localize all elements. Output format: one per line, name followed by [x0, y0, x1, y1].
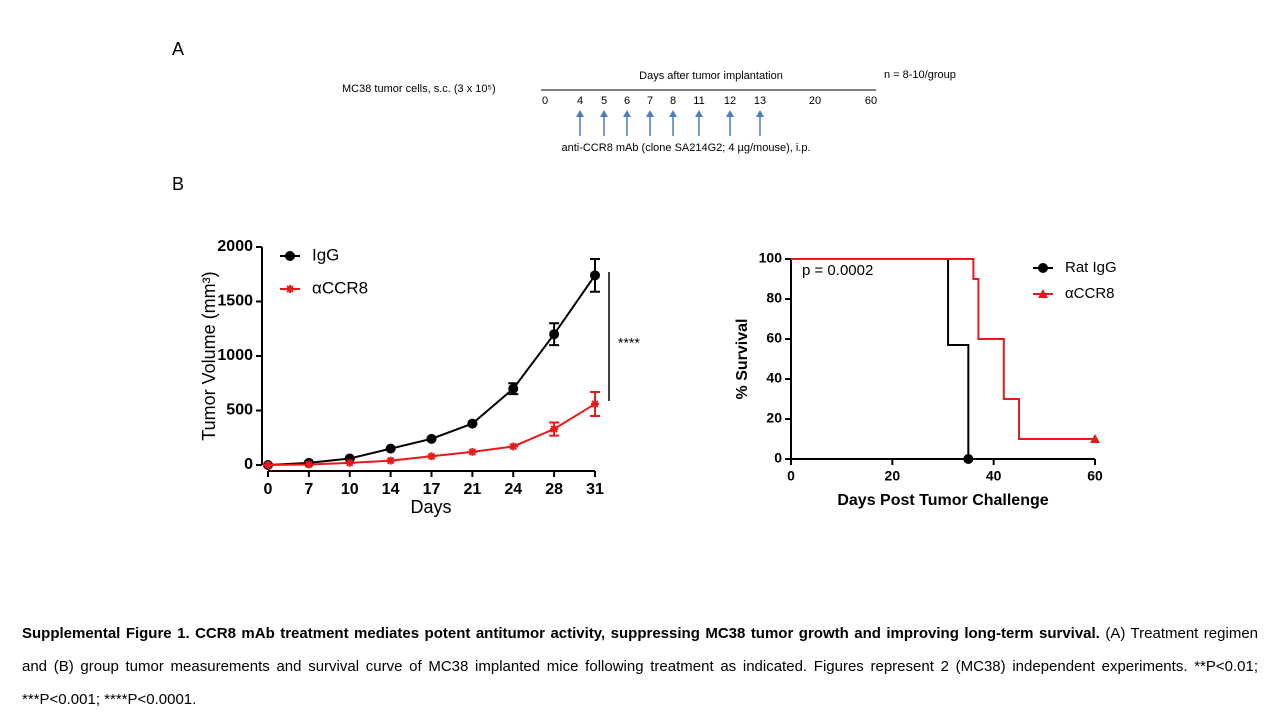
data-point — [345, 458, 354, 467]
y-tick-label: 0 — [244, 456, 253, 473]
y-tick-label: 1000 — [217, 347, 253, 364]
data-point — [426, 433, 437, 444]
x-tick-label: 24 — [504, 481, 522, 498]
x-tick-label: 28 — [545, 481, 563, 498]
series-line — [791, 258, 970, 459]
day-label: 0 — [542, 95, 548, 107]
data-point — [590, 270, 600, 281]
dose-arrowhead — [695, 110, 703, 117]
series-line — [791, 258, 1095, 440]
data-point — [386, 456, 395, 465]
dose-arrowhead — [600, 110, 608, 117]
timeline-title: Days after tumor implantation — [639, 70, 783, 82]
data-point — [508, 383, 519, 394]
figure: A B MC38 tumor cells, s.c. (3 x 10⁵) Day… — [172, 39, 1117, 517]
dose-arrowhead — [576, 110, 584, 117]
legend-marker — [1038, 289, 1048, 298]
x-tick-label: 40 — [986, 468, 1002, 484]
treatment-label: anti-CCR8 mAb (clone SA214G2; 4 µg/mouse… — [561, 142, 810, 154]
panel-label: B — [172, 174, 184, 194]
day-label: 11 — [693, 95, 704, 107]
caption-title: Supplemental Figure 1. CCR8 mAb treatmen… — [22, 625, 1100, 642]
day-label: 13 — [754, 95, 766, 107]
day-label: 6 — [624, 95, 630, 107]
day-label: 60 — [865, 95, 877, 107]
dose-arrowhead — [623, 110, 631, 117]
day-label: 5 — [601, 95, 607, 107]
day-label: 4 — [577, 95, 583, 107]
y-tick-label: 0 — [774, 450, 782, 466]
legend-marker — [285, 251, 295, 261]
caption: Supplemental Figure 1. CCR8 mAb treatmen… — [22, 617, 1258, 716]
legend-marker — [1038, 263, 1048, 273]
x-axis-title: Days — [410, 497, 451, 517]
x-tick-label: 31 — [586, 481, 604, 498]
y-tick-label: 60 — [766, 330, 782, 346]
y-tick-label: 500 — [226, 402, 253, 419]
dose-arrowhead — [669, 110, 677, 117]
y-tick-label: 40 — [766, 370, 782, 386]
data-point — [1090, 434, 1100, 443]
legend-label: Rat IgG — [1065, 259, 1117, 276]
x-tick-label: 21 — [463, 481, 481, 498]
data-point — [550, 425, 559, 434]
x-tick-label: 17 — [423, 481, 441, 498]
day-label: 7 — [647, 95, 653, 107]
y-axis-title: % Survival — [734, 319, 751, 400]
y-tick-label: 100 — [759, 250, 783, 266]
y-tick-label: 80 — [766, 290, 782, 306]
legend-label: IgG — [312, 245, 339, 264]
y-axis-title: Tumor Volume (mm³) — [199, 271, 219, 440]
data-point — [427, 452, 436, 461]
day-label: 12 — [724, 95, 736, 107]
day-label: 20 — [809, 95, 821, 107]
dose-arrowhead — [646, 110, 654, 117]
x-tick-label: 0 — [264, 481, 273, 498]
legend-label: αCCR8 — [312, 278, 368, 297]
group-size: n = 8-10/group — [884, 69, 956, 81]
data-point — [591, 399, 599, 408]
data-point — [467, 418, 478, 429]
x-tick-label: 0 — [787, 468, 795, 484]
x-tick-label: 20 — [885, 468, 901, 484]
data-point — [385, 443, 396, 454]
x-tick-label: 60 — [1087, 468, 1103, 484]
legend-label: αCCR8 — [1065, 285, 1115, 302]
cells-label: MC38 tumor cells, s.c. (3 x 10⁵) — [342, 83, 496, 95]
dose-arrowhead — [726, 110, 734, 117]
data-point — [509, 442, 518, 451]
legend-marker — [286, 285, 294, 293]
x-tick-label: 10 — [341, 481, 359, 498]
dose-arrowhead — [756, 110, 764, 117]
data-point — [304, 460, 313, 469]
data-point — [549, 329, 560, 340]
data-point — [963, 454, 974, 464]
data-point — [264, 461, 272, 469]
y-tick-label: 20 — [766, 410, 782, 426]
annotation: **** — [618, 335, 640, 351]
data-point — [468, 447, 477, 456]
day-label: 8 — [670, 95, 676, 107]
x-tick-label: 14 — [382, 481, 400, 498]
x-axis-title: Days Post Tumor Challenge — [837, 492, 1048, 509]
annotation: p = 0.0002 — [802, 262, 873, 279]
caption-text: (A) Treatment regimen and (B) group tumo… — [22, 625, 1258, 708]
y-tick-label: 2000 — [217, 238, 253, 255]
y-tick-label: 1500 — [217, 293, 253, 310]
x-tick-label: 7 — [304, 481, 313, 498]
panel-label: A — [172, 39, 184, 59]
